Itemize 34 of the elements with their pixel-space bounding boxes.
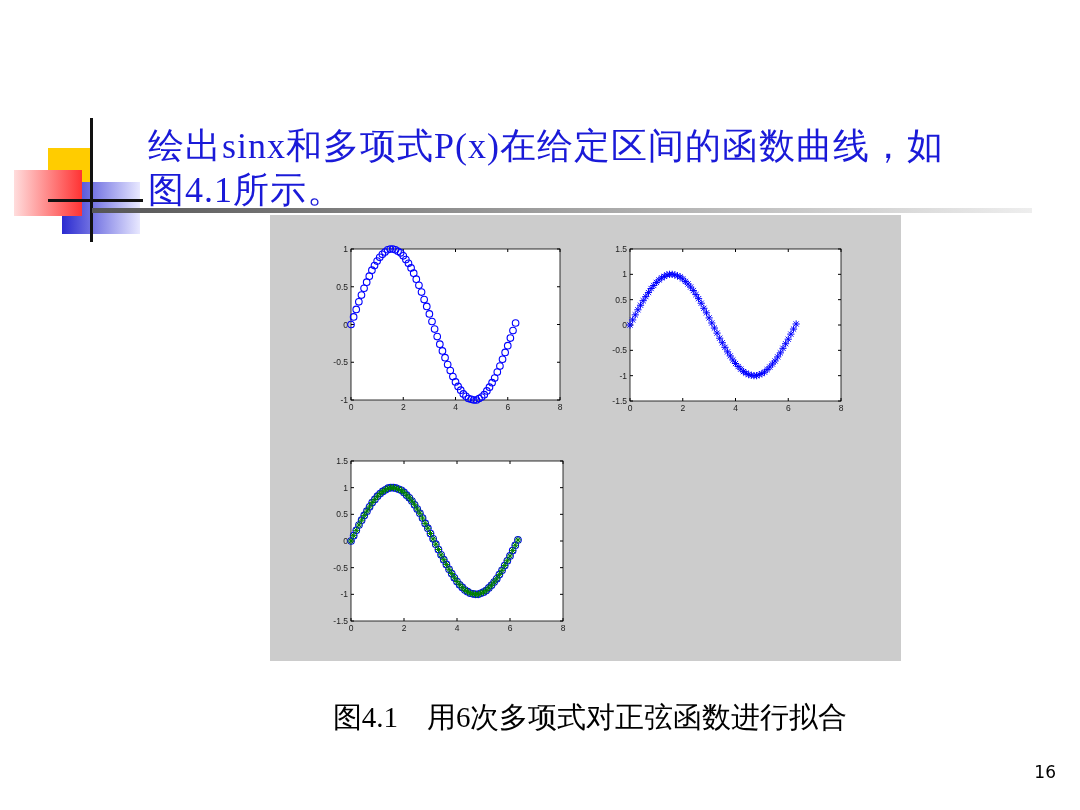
x-tick-label: 2 [680, 403, 686, 413]
x-tick-label: 4 [453, 402, 459, 412]
text: 16 [1033, 762, 1056, 782]
x-tick-label: 6 [505, 402, 511, 412]
y-tick-label: 0 [622, 320, 628, 330]
y-tick-label: -0.5 [333, 357, 349, 368]
y-tick-label: -1 [619, 370, 628, 381]
x-tick-label: 2 [401, 623, 407, 633]
x-tick-label: 6 [785, 403, 791, 413]
y-tick-label: 0.5 [615, 294, 628, 305]
x-tick-label: 8 [557, 402, 563, 412]
y-tick-label: -1.5 [333, 616, 349, 626]
y-tick-label: 0.5 [336, 509, 349, 520]
y-tick-label: 1 [343, 482, 349, 493]
x-tick-label: 8 [560, 623, 566, 633]
y-tick-label: -1 [340, 395, 349, 405]
y-tick-label: -1.5 [612, 396, 628, 406]
x-tick-label: 8 [838, 403, 844, 413]
x-tick-label: 4 [454, 623, 460, 633]
y-tick-label: 1 [622, 269, 628, 280]
x-tick-label: 4 [733, 403, 739, 413]
x-tick-label: 6 [507, 623, 513, 633]
y-tick-label: 0 [343, 319, 349, 330]
y-tick-label: 1.5 [615, 244, 628, 254]
y-tick-label: -1 [340, 589, 349, 600]
caption: 图4.1 用6次多项式对正弦函数进行拟合 [331, 700, 849, 735]
y-tick-label: 1 [343, 244, 349, 254]
y-tick-label: 0.5 [336, 281, 349, 292]
y-tick-label: -0.5 [612, 345, 628, 356]
chart-title: 绘出sinx和多项式P(x)在给定区间的函数曲线，如图4.1所示。 [148, 125, 945, 212]
x-tick-label: 2 [400, 402, 406, 412]
y-tick-label: 0 [343, 536, 349, 546]
y-tick-label: -0.5 [333, 562, 349, 573]
y-tick-label: 1.5 [336, 456, 349, 466]
